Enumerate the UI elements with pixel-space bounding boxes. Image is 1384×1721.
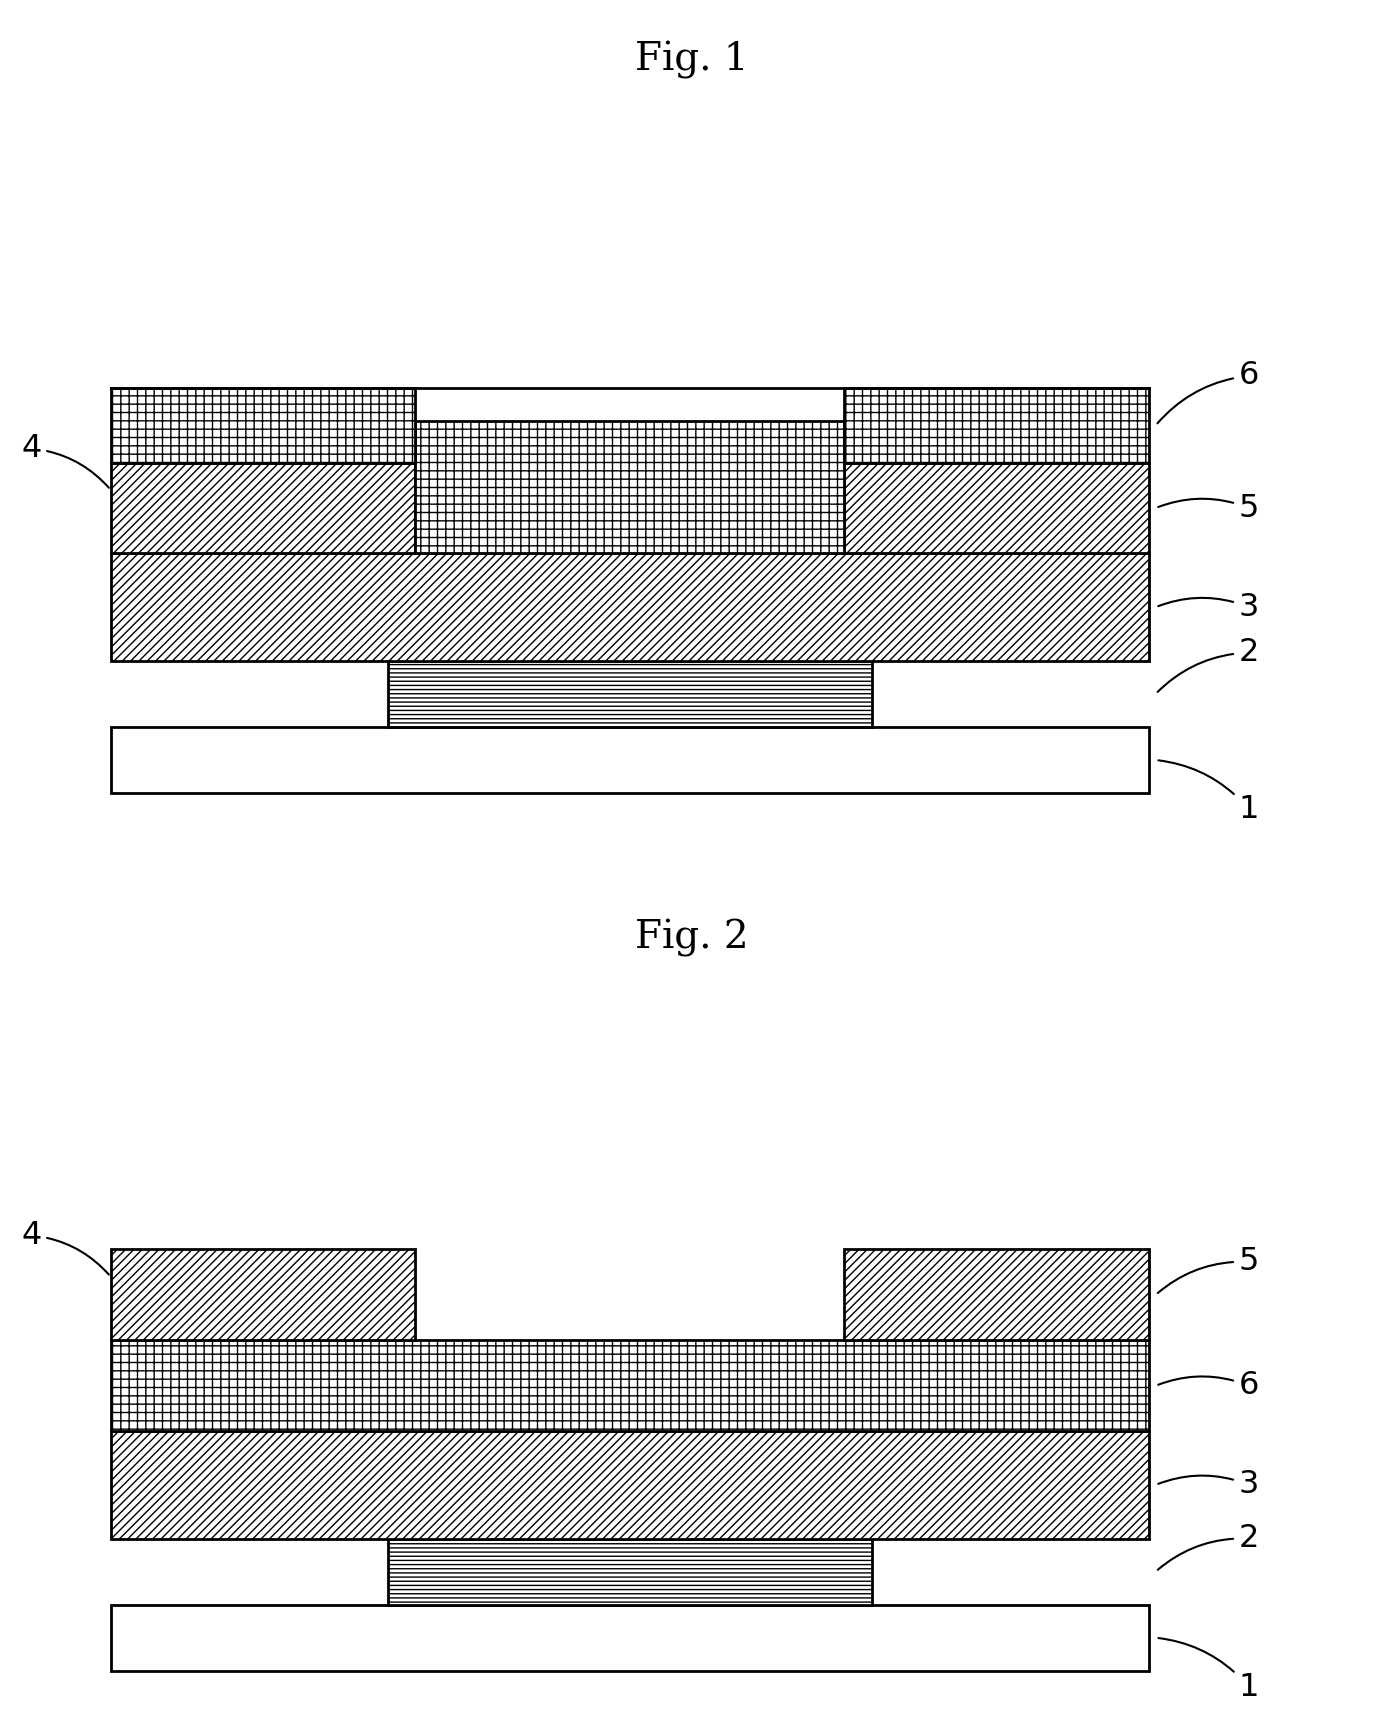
Text: 4: 4 xyxy=(21,1220,109,1275)
Text: 2: 2 xyxy=(1158,1523,1259,1570)
Bar xyxy=(844,389,1149,463)
Text: 5: 5 xyxy=(1158,1246,1259,1292)
Bar xyxy=(844,463,1149,554)
Bar xyxy=(111,1604,1149,1671)
Text: 3: 3 xyxy=(1158,1470,1259,1501)
Text: 4: 4 xyxy=(21,434,109,487)
Bar xyxy=(111,463,415,554)
Text: 6: 6 xyxy=(1158,1370,1259,1401)
Bar xyxy=(111,554,1149,661)
Bar xyxy=(111,726,1149,793)
Bar xyxy=(111,1249,415,1341)
Bar xyxy=(111,1341,1149,1432)
Text: 1: 1 xyxy=(1158,761,1259,824)
Bar xyxy=(388,661,872,726)
Bar xyxy=(388,1539,872,1604)
Bar xyxy=(111,389,415,463)
Text: Fig. 1: Fig. 1 xyxy=(635,41,749,79)
Bar xyxy=(111,1432,1149,1539)
Bar xyxy=(415,422,844,554)
Text: 1: 1 xyxy=(1158,1638,1259,1702)
Text: Fig. 2: Fig. 2 xyxy=(635,919,749,957)
Text: 2: 2 xyxy=(1157,637,1259,692)
Text: 6: 6 xyxy=(1157,360,1259,423)
Bar xyxy=(844,1249,1149,1341)
Text: 3: 3 xyxy=(1158,592,1259,623)
Text: 5: 5 xyxy=(1158,492,1259,523)
